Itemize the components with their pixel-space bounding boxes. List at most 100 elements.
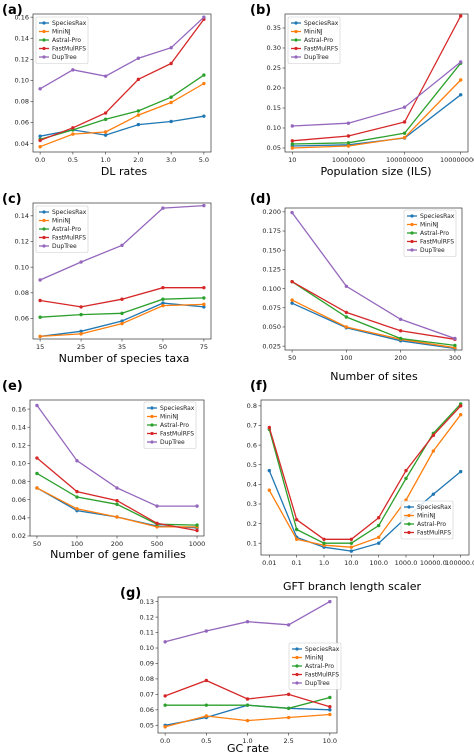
series-line-duptree bbox=[292, 61, 462, 127]
y-tick-label: 0.16 bbox=[12, 405, 26, 413]
y-tick-label: 0.08 bbox=[140, 675, 154, 683]
legend-box bbox=[35, 16, 89, 64]
y-tick-label: 0.06 bbox=[15, 119, 29, 127]
x-tick-label: 2.0 bbox=[133, 156, 143, 164]
series-line-speciesrax bbox=[36, 487, 198, 529]
data-point-astral-pro bbox=[163, 703, 167, 707]
x-tick-label: 0.5 bbox=[68, 156, 78, 164]
y-tick-label: 0.14 bbox=[12, 423, 26, 431]
y-tick-label: 0.07 bbox=[140, 691, 154, 699]
legend-entry: Astral-Pro bbox=[417, 521, 446, 528]
data-point-fastmulrfs bbox=[322, 537, 326, 542]
chart-panel-b: 10 10000000 100000000 1000000000 0.05 0.10 0.1… bbox=[250, 3, 474, 178]
data-point-mininj bbox=[294, 537, 299, 542]
legend-entry: MiniNJ bbox=[160, 414, 179, 421]
x-tick-label: 25 bbox=[77, 343, 85, 351]
data-point-fastmulrfs bbox=[458, 14, 463, 18]
data-point-fastmulrfs bbox=[35, 456, 39, 460]
data-point-astral-pro bbox=[79, 312, 83, 317]
data-point-astral-pro bbox=[453, 343, 457, 348]
legend-entry: SpeciesRax bbox=[52, 20, 87, 27]
legend-swatch-marker bbox=[410, 231, 414, 235]
data-point-mininj bbox=[458, 78, 463, 82]
series-line-speciesrax bbox=[39, 115, 205, 137]
legend-swatch-marker bbox=[42, 55, 46, 59]
legend-swatch-marker bbox=[294, 21, 298, 25]
data-point-mininj bbox=[155, 525, 159, 529]
legend-entry: MiniNJ bbox=[304, 29, 323, 36]
series-line-mininj bbox=[268, 414, 462, 548]
legend-entry: SpeciesRax bbox=[417, 504, 452, 511]
x-axis-label: GC rate bbox=[227, 742, 269, 755]
x-axis-label: Number of gene families bbox=[50, 548, 186, 561]
data-point-mininj bbox=[328, 712, 332, 717]
data-point-fastmulrfs bbox=[38, 298, 42, 303]
x-tick-label: 100.0 bbox=[369, 559, 388, 567]
series-line-mininj bbox=[291, 299, 455, 349]
series-line-duptree bbox=[291, 212, 456, 340]
data-point-duptree bbox=[38, 87, 42, 91]
x-tick-label: 50 bbox=[288, 354, 296, 362]
data-point-duptree bbox=[75, 459, 79, 463]
legend-swatch-marker bbox=[42, 38, 46, 42]
x-tick-label: 100000000 bbox=[386, 156, 423, 164]
data-point-astral-pro bbox=[202, 296, 206, 300]
legend-entry: MiniNJ bbox=[52, 218, 71, 225]
data-point-astral-pro bbox=[161, 297, 165, 301]
data-point-duptree bbox=[35, 403, 39, 408]
data-point-duptree bbox=[71, 68, 75, 72]
data-point-duptree bbox=[290, 124, 295, 128]
legend-entry: MiniNJ bbox=[420, 222, 439, 229]
legend-swatch-marker bbox=[407, 530, 411, 535]
series-line-speciesrax bbox=[268, 470, 462, 552]
x-tick-label: 2.5 bbox=[283, 737, 293, 745]
y-tick-label: 0.14 bbox=[15, 34, 29, 42]
data-point-fastmulrfs bbox=[398, 329, 403, 333]
data-point-fastmulrfs bbox=[120, 297, 124, 301]
data-point-mininj bbox=[202, 81, 206, 86]
data-point-fastmulrfs bbox=[458, 404, 463, 408]
x-tick-label: 50 bbox=[159, 343, 167, 351]
legend-box bbox=[143, 401, 197, 449]
x-tick-label: 0.5 bbox=[201, 737, 211, 745]
data-point-mininj bbox=[75, 507, 79, 511]
legend-swatch-marker bbox=[295, 664, 299, 668]
series-line-fastmulrfs bbox=[39, 18, 205, 142]
y-tick-label: 0.25 bbox=[267, 64, 281, 72]
y-tick-label: 0.13 bbox=[140, 598, 154, 606]
data-point-fastmulrfs bbox=[328, 705, 332, 709]
legend-entry: FastMulRFS bbox=[52, 235, 86, 242]
data-point-astral-pro bbox=[404, 476, 408, 481]
legend-swatch-marker bbox=[407, 522, 411, 526]
data-point-fastmulrfs bbox=[245, 697, 250, 701]
data-point-astral-pro bbox=[322, 541, 326, 545]
panel-letter: (d) bbox=[250, 192, 271, 207]
x-tick-label: 1000 bbox=[189, 540, 206, 548]
data-point-fastmulrfs bbox=[103, 111, 108, 115]
data-point-speciesrax bbox=[169, 119, 173, 124]
y-tick-label: 0.4 bbox=[247, 481, 257, 489]
data-point-fastmulrfs bbox=[294, 517, 299, 522]
x-axis-label: Population size (ILS) bbox=[320, 165, 431, 178]
data-point-duptree bbox=[398, 317, 403, 321]
data-point-fastmulrfs bbox=[163, 694, 167, 698]
data-point-speciesrax bbox=[38, 134, 42, 138]
chart-panel-c: 15 25 35 50 75 0.06 0.08 0.10 0.12 0.14 SpeciesRax… bbox=[2, 192, 212, 365]
x-tick-label: 0.0 bbox=[35, 156, 45, 164]
data-point-fastmulrfs bbox=[346, 134, 351, 138]
y-tick-label: 0.35 bbox=[267, 24, 281, 32]
data-point-astral-pro bbox=[169, 95, 173, 99]
data-point-fastmulrfs bbox=[286, 692, 291, 697]
data-point-astral-pro bbox=[195, 523, 199, 527]
y-tick-label: 0.3 bbox=[247, 500, 257, 508]
data-point-mininj bbox=[346, 144, 351, 148]
data-point-fastmulrfs bbox=[38, 138, 42, 143]
data-point-duptree bbox=[290, 210, 294, 215]
legend-entry: Astral-Pro bbox=[420, 230, 449, 237]
legend-entry: DupTree bbox=[52, 54, 77, 61]
data-point-mininj bbox=[79, 332, 83, 336]
data-point-astral-pro bbox=[290, 142, 295, 146]
x-axis-label: Number of sites bbox=[330, 370, 418, 383]
legend-entry: SpeciesRax bbox=[52, 209, 87, 216]
legend-box bbox=[288, 642, 342, 690]
